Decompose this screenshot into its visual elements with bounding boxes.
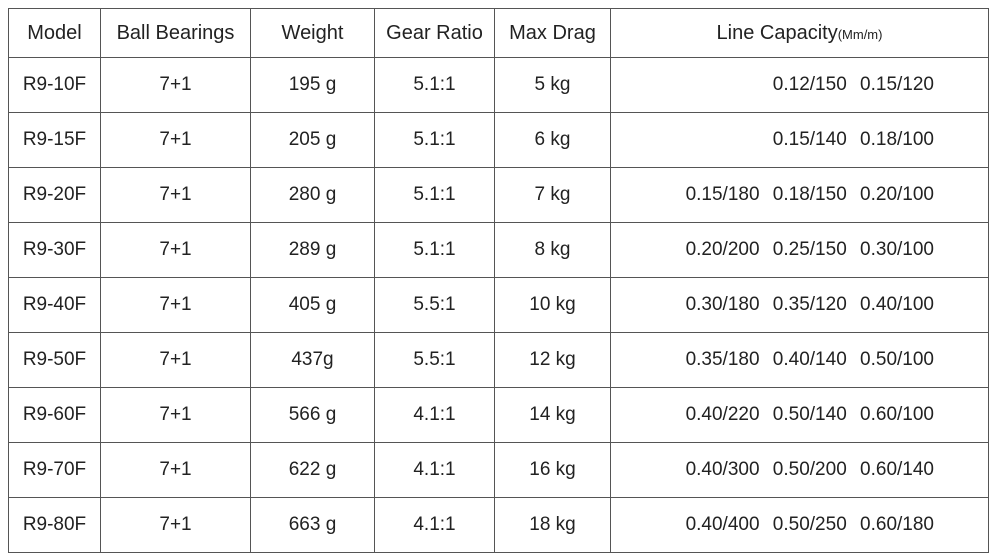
header-ball-bearings: Ball Bearings [100, 8, 251, 58]
cell-max-drag: 7 kg [494, 167, 611, 223]
cell-gear-ratio: 5.1:1 [374, 112, 495, 168]
table-row: R9-15F 7+1 205 g 5.1:1 6 kg 0.15/140 0.18/100 [8, 112, 989, 168]
cell-model: R9-20F [8, 167, 101, 223]
cell-model: R9-40F [8, 277, 101, 333]
cell-gear-ratio: 5.1:1 [374, 222, 495, 278]
cell-line-capacity: 0.15/140 0.18/100 [610, 112, 989, 168]
cell-line-capacity: 0.40/400 0.50/250 0.60/180 [610, 497, 989, 553]
header-model: Model [8, 8, 101, 58]
cell-model: R9-60F [8, 387, 101, 443]
cell-weight: 622 g [250, 442, 375, 498]
cell-gear-ratio: 5.5:1 [374, 332, 495, 388]
header-line-capacity-label: Line Capacity [716, 21, 838, 44]
cell-max-drag: 16 kg [494, 442, 611, 498]
cell-ball-bearings: 7+1 [100, 57, 251, 113]
cell-gear-ratio: 5.1:1 [374, 57, 495, 113]
table-row: R9-10F 7+1 195 g 5.1:1 5 kg 0.12/150 0.15/120 [8, 57, 989, 113]
table-row: R9-60F 7+1 566 g 4.1:1 14 kg 0.40/220 0.50/14… [8, 387, 989, 443]
cell-line-capacity: 0.30/180 0.35/120 0.40/100 [610, 277, 989, 333]
cell-gear-ratio: 4.1:1 [374, 387, 495, 443]
cell-gear-ratio: 4.1:1 [374, 497, 495, 553]
cell-model: R9-50F [8, 332, 101, 388]
cell-line-capacity: 0.40/300 0.50/200 0.60/140 [610, 442, 989, 498]
cell-max-drag: 5 kg [494, 57, 611, 113]
header-row: Model Ball Bearings Weight Gear Ratio Ma… [8, 8, 989, 58]
cell-max-drag: 12 kg [494, 332, 611, 388]
header-weight: Weight [250, 8, 375, 58]
cell-max-drag: 6 kg [494, 112, 611, 168]
cell-weight: 437g [250, 332, 375, 388]
cell-ball-bearings: 7+1 [100, 497, 251, 553]
cell-line-capacity: 0.40/220 0.50/140 0.60/100 [610, 387, 989, 443]
table-row: R9-30F 7+1 289 g 5.1:1 8 kg 0.20/200 0.25/150… [8, 222, 989, 278]
cell-line-capacity: 0.12/150 0.15/120 [610, 57, 989, 113]
reel-spec-table: Model Ball Bearings Weight Gear Ratio Ma… [8, 8, 989, 553]
header-max-drag: Max Drag [494, 8, 611, 58]
cell-max-drag: 8 kg [494, 222, 611, 278]
cell-weight: 195 g [250, 57, 375, 113]
cell-ball-bearings: 7+1 [100, 332, 251, 388]
cell-max-drag: 10 kg [494, 277, 611, 333]
cell-max-drag: 14 kg [494, 387, 611, 443]
cell-line-capacity: 0.15/180 0.18/150 0.20/100 [610, 167, 989, 223]
cell-ball-bearings: 7+1 [100, 222, 251, 278]
header-gear-ratio: Gear Ratio [374, 8, 495, 58]
table-row: R9-80F 7+1 663 g 4.1:1 18 kg 0.40/400 0.50/25… [8, 497, 989, 553]
cell-gear-ratio: 5.5:1 [374, 277, 495, 333]
cell-gear-ratio: 5.1:1 [374, 167, 495, 223]
cell-model: R9-15F [8, 112, 101, 168]
cell-line-capacity: 0.35/180 0.40/140 0.50/100 [610, 332, 989, 388]
spec-table: Model Ball Bearings Weight Gear Ratio Ma… [8, 8, 989, 553]
cell-model: R9-10F [8, 57, 101, 113]
cell-ball-bearings: 7+1 [100, 167, 251, 223]
table-row: R9-40F 7+1 405 g 5.5:1 10 kg 0.30/180 0.35/12… [8, 277, 989, 333]
cell-weight: 205 g [250, 112, 375, 168]
table-row: R9-50F 7+1 437g 5.5:1 12 kg 0.35/180 0.40/140… [8, 332, 989, 388]
cell-model: R9-30F [8, 222, 101, 278]
cell-line-capacity: 0.20/200 0.25/150 0.30/100 [610, 222, 989, 278]
cell-ball-bearings: 7+1 [100, 442, 251, 498]
cell-max-drag: 18 kg [494, 497, 611, 553]
header-line-capacity: Line Capacity(Mm/m) [610, 8, 989, 58]
cell-model: R9-70F [8, 442, 101, 498]
cell-ball-bearings: 7+1 [100, 387, 251, 443]
cell-weight: 566 g [250, 387, 375, 443]
table-row: R9-20F 7+1 280 g 5.1:1 7 kg 0.15/180 0.18/150… [8, 167, 989, 223]
cell-ball-bearings: 7+1 [100, 277, 251, 333]
cell-weight: 280 g [250, 167, 375, 223]
cell-model: R9-80F [8, 497, 101, 553]
cell-gear-ratio: 4.1:1 [374, 442, 495, 498]
table-body: R9-10F 7+1 195 g 5.1:1 5 kg 0.12/150 0.15/120… [8, 57, 989, 553]
cell-weight: 405 g [250, 277, 375, 333]
header-line-capacity-unit: (Mm/m) [837, 26, 883, 42]
cell-weight: 289 g [250, 222, 375, 278]
cell-weight: 663 g [250, 497, 375, 553]
cell-ball-bearings: 7+1 [100, 112, 251, 168]
table-row: R9-70F 7+1 622 g 4.1:1 16 kg 0.40/300 0.50/20… [8, 442, 989, 498]
